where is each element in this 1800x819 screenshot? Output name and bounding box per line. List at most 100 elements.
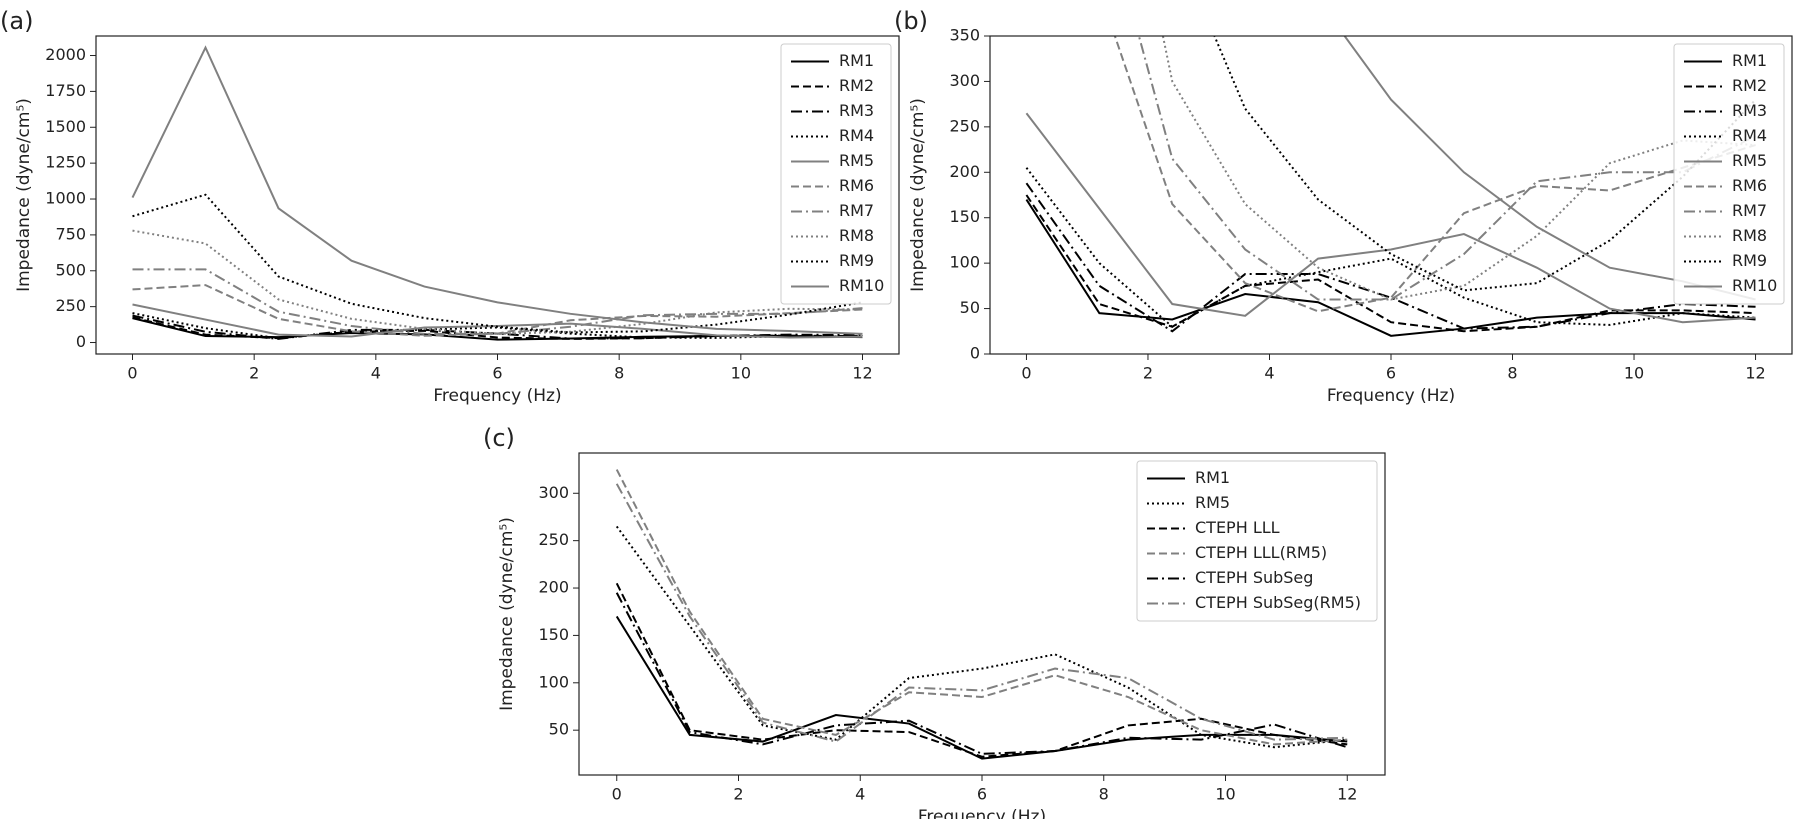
legend-label: RM1 — [1732, 51, 1767, 70]
x-tick-label: 4 — [855, 785, 865, 804]
x-tick-label: 12 — [852, 364, 872, 383]
y-tick-label: 300 — [538, 483, 569, 502]
y-axis-label: Impedance (dyne/cm⁵) — [497, 517, 517, 711]
legend: RM1 RM5 CTEPH LLL CTEPH LLL(RM5) CTEPH SubSe… — [1136, 460, 1378, 622]
y-tick-label: 1250 — [45, 153, 86, 172]
series-line — [132, 312, 863, 340]
legend-box — [1673, 43, 1785, 305]
panel: 0 2 4 6 8 10 12 0 250 500 750 1000 1250 1500 1750 2000 F… — [0, 7, 900, 406]
series-line — [615, 483, 1348, 743]
series-line — [1025, 194, 1756, 333]
y-tick-label: 500 — [55, 260, 86, 279]
x-axis-label: Frequency (Hz) — [918, 807, 1046, 819]
x-tick-label: 0 — [612, 785, 622, 804]
legend-box — [1136, 460, 1378, 622]
legend-label: RM9 — [1732, 251, 1767, 270]
x-tick-label: 2 — [733, 785, 743, 804]
legend-label: CTEPH SubSeg — [1195, 568, 1313, 587]
x-tick-label: 2 — [249, 364, 259, 383]
series-line — [1137, 36, 1756, 301]
x-tick-label: 0 — [127, 364, 137, 383]
y-tick-label: 750 — [55, 224, 86, 243]
legend-label: RM2 — [1732, 76, 1767, 95]
axes-frame — [95, 35, 900, 355]
series-line — [1025, 167, 1756, 328]
panel: 0 2 4 6 8 10 12 50 100 150 200 250 300 Frequency (Hz)… — [483, 424, 1386, 819]
y-tick-label: 50 — [549, 720, 569, 739]
lines — [131, 45, 863, 341]
legend-label: RM5 — [1195, 493, 1230, 512]
legend-label: RM5 — [839, 151, 874, 170]
series-line — [132, 229, 863, 335]
series-line — [1161, 36, 1756, 301]
y-axis-label: Impedance (dyne/cm⁵) — [908, 98, 928, 292]
x-tick-label: 8 — [1099, 785, 1109, 804]
series-line — [1213, 36, 1757, 292]
legend-box — [780, 43, 892, 305]
x-tick-label: 6 — [492, 364, 502, 383]
legend-label: RM6 — [839, 176, 874, 195]
legend-label: CTEPH SubSeg(RM5) — [1195, 593, 1361, 612]
legend-label: RM8 — [839, 226, 874, 245]
legend: RM1 RM2 RM3 RM4 RM5 RM6 RM7 RM8 RM9 RM10 — [780, 43, 892, 305]
series-line — [615, 615, 1348, 760]
legend-label: RM4 — [1732, 126, 1767, 145]
y-tick-label: 0 — [76, 332, 86, 351]
x-tick-label: 10 — [1215, 785, 1235, 804]
y-tick-label: 150 — [949, 207, 980, 226]
y-tick-label: 350 — [949, 26, 980, 45]
lines — [615, 469, 1348, 760]
y-tick-label: 1000 — [45, 189, 86, 208]
y-tick-label: 100 — [949, 253, 980, 272]
series-line — [615, 525, 1348, 749]
y-tick-label: 250 — [949, 116, 980, 135]
series-line — [615, 469, 1348, 746]
x-tick-label: 12 — [1337, 785, 1357, 804]
lines — [1025, 36, 1757, 337]
legend-label: RM10 — [1732, 276, 1777, 295]
series-line — [132, 316, 863, 340]
x-tick-label: 6 — [977, 785, 987, 804]
series-line — [132, 193, 863, 334]
legend-label: CTEPH LLL(RM5) — [1195, 543, 1327, 562]
legend-label: RM7 — [839, 201, 874, 220]
legend-label: RM3 — [1732, 101, 1767, 120]
legend-label: RM6 — [1732, 176, 1767, 195]
y-tick-label: 250 — [538, 530, 569, 549]
legend-label: RM1 — [839, 51, 874, 70]
y-tick-label: 200 — [538, 578, 569, 597]
y-tick-label: 2000 — [45, 45, 86, 64]
panel-label: (a) — [0, 7, 33, 35]
legend-label: RM1 — [1195, 468, 1230, 487]
x-tick-label: 8 — [1507, 364, 1517, 383]
x-axis-label: Frequency (Hz) — [1327, 386, 1455, 406]
legend-label: RM9 — [839, 251, 874, 270]
y-tick-label: 100 — [538, 672, 569, 691]
series-line — [131, 45, 863, 335]
y-tick-label: 50 — [960, 298, 980, 317]
legend-label: RM4 — [839, 126, 874, 145]
x-tick-label: 4 — [371, 364, 381, 383]
legend-label: CTEPH LLL — [1195, 518, 1280, 537]
x-tick-label: 0 — [1021, 364, 1031, 383]
x-tick-label: 4 — [1264, 364, 1274, 383]
series-line — [1025, 112, 1756, 324]
x-tick-label: 8 — [614, 364, 624, 383]
legend-label: RM3 — [839, 101, 874, 120]
y-tick-label: 1500 — [45, 117, 86, 136]
legend-label: RM2 — [839, 76, 874, 95]
series-line — [1113, 36, 1756, 313]
legend-label: RM10 — [839, 276, 884, 295]
y-tick-label: 150 — [538, 625, 569, 644]
x-tick-label: 10 — [1624, 364, 1644, 383]
y-tick-label: 1750 — [45, 81, 86, 100]
legend: RM1 RM2 RM3 RM4 RM5 RM6 RM7 RM8 RM9 RM10 — [1673, 43, 1785, 305]
y-tick-label: 200 — [949, 162, 980, 181]
y-tick-label: 0 — [970, 344, 980, 363]
x-tick-label: 12 — [1745, 364, 1765, 383]
panel-label: (c) — [483, 424, 515, 452]
series-line — [1343, 36, 1756, 301]
legend-label: RM8 — [1732, 226, 1767, 245]
series-line — [615, 582, 1348, 758]
